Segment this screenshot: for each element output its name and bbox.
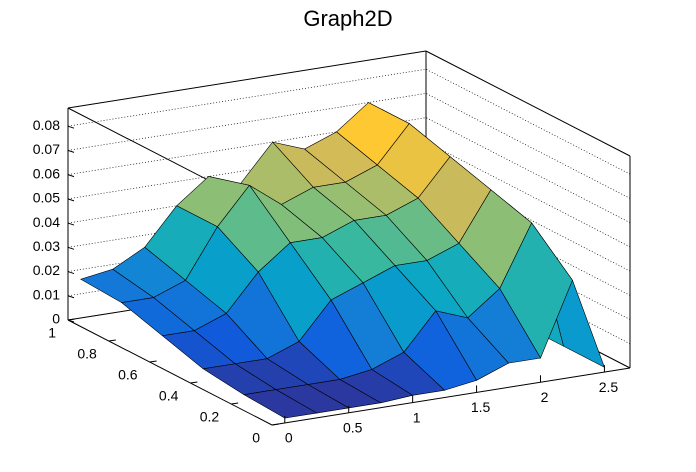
y-tick (271, 423, 280, 426)
z-tick (67, 295, 75, 299)
z-tick-label: 0.03 (33, 238, 60, 254)
grid-line (67, 68, 631, 175)
z-tick-label: 0.05 (33, 190, 60, 206)
z-tick-label: 0.07 (33, 141, 60, 157)
y-tick (190, 381, 198, 384)
z-tick-label: 0.08 (33, 117, 60, 133)
y-tick (149, 360, 157, 363)
z-tick-label: 0.04 (33, 214, 60, 230)
y-tick (231, 402, 239, 405)
z-tick-label: 0 (52, 311, 60, 327)
grid-line (67, 93, 631, 199)
x-tick-label: 1.5 (471, 399, 491, 415)
z-tick-label: 0.01 (33, 286, 60, 302)
y-tick (108, 339, 116, 342)
z-tick-label: 0.06 (33, 165, 60, 181)
x-tick-label: 0 (285, 430, 293, 446)
grid-line (67, 117, 631, 223)
x-tick-label: 0.5 (343, 419, 363, 435)
grid-line (67, 141, 631, 248)
z-tick-label: 0.02 (33, 262, 60, 278)
y-tick-label: 0.8 (77, 346, 97, 362)
z-tick (67, 222, 75, 226)
box-edge (67, 50, 427, 109)
z-tick (67, 198, 75, 202)
y-axis (67, 319, 273, 426)
x-axis (271, 367, 631, 426)
z-tick (67, 271, 75, 275)
x-tick-label: 1 (413, 409, 421, 425)
surface-cell (243, 389, 318, 419)
chart-title: Graph2D (303, 6, 392, 31)
y-tick (67, 318, 76, 321)
y-tick-label: 0.4 (159, 388, 179, 404)
x-tick-label: 2 (541, 389, 549, 405)
x-tick-label: 2.5 (599, 379, 619, 395)
z-tick (67, 246, 75, 250)
box-edge (425, 50, 631, 157)
y-tick-label: 0.2 (200, 409, 220, 425)
y-tick-label: 1 (48, 325, 56, 341)
y-tick-label: 0.6 (118, 367, 138, 383)
z-tick (67, 125, 75, 129)
z-tick (67, 149, 75, 153)
z-tick (67, 174, 75, 178)
y-tick-label: 0 (252, 430, 260, 446)
